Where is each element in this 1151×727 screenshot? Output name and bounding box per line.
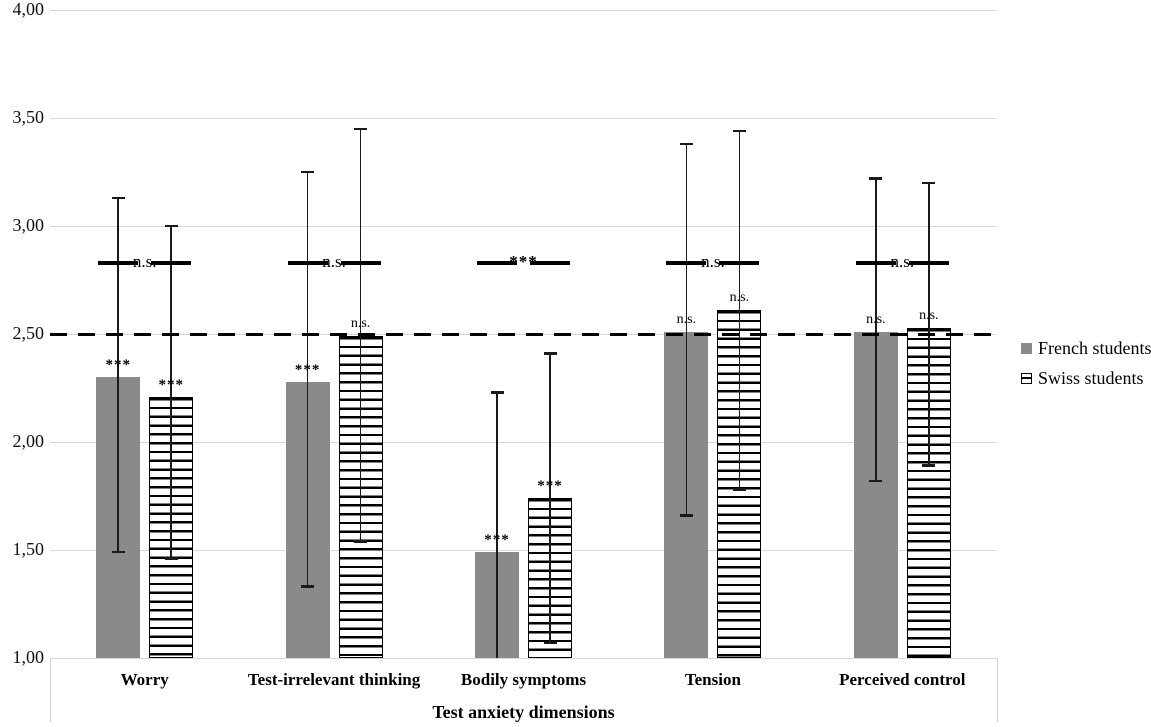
- error-bar-cap-bottom: [164, 557, 178, 560]
- error-bar-line: [170, 226, 172, 559]
- solid-gray-swatch-icon: [1021, 343, 1032, 354]
- axis-area-left-border: [50, 658, 51, 722]
- error-bar-cap-bottom: [732, 488, 746, 491]
- legend-entry-swiss: Swiss students: [1021, 368, 1151, 389]
- gridline: [50, 441, 997, 443]
- pair-significance-left-segment: [98, 260, 139, 266]
- bar-significance-label: n.s.: [676, 311, 697, 327]
- x-axis-category-label: Tension: [684, 670, 741, 689]
- legend-label: French students: [1038, 338, 1151, 358]
- legend-label: Swiss students: [1038, 368, 1144, 388]
- pair-significance-right-segment: [530, 260, 570, 266]
- pair-significance-label: n.s.: [890, 251, 915, 271]
- error-bar-cap-bottom: [869, 479, 883, 483]
- error-bar-cap-top: [111, 196, 125, 200]
- pair-significance-left-segment: [666, 260, 707, 266]
- y-axis-tick-label: 3,00: [12, 215, 45, 235]
- pair-significance-label: n.s.: [322, 251, 346, 271]
- gridline: [50, 117, 997, 119]
- error-bar-cap-top: [679, 142, 693, 146]
- error-bar-cap-bottom: [354, 540, 368, 543]
- error-bar-line: [496, 392, 498, 658]
- error-bar-line: [875, 178, 877, 481]
- x-axis-category-label: Worry: [120, 670, 169, 689]
- error-bar-cap-bottom: [679, 514, 693, 517]
- bar-significance-label: ***: [105, 357, 131, 374]
- pair-significance-right-segment: [340, 260, 381, 266]
- striped-swatch-icon: [1021, 373, 1032, 384]
- pair-significance-right-segment: [719, 260, 760, 266]
- gridline: [50, 9, 997, 11]
- error-bar-line: [685, 143, 688, 516]
- pair-significance-left-segment: [287, 260, 328, 266]
- error-bar-line: [306, 172, 309, 587]
- error-bar-cap-bottom: [543, 641, 557, 645]
- x-axis-category-label: Perceived control: [839, 670, 966, 689]
- error-bar-cap-top: [490, 391, 504, 394]
- bar-significance-label: n.s.: [866, 311, 886, 327]
- error-bar-cap-bottom: [922, 464, 936, 468]
- pair-significance-right-segment: [908, 260, 949, 266]
- error-bar-cap-top: [922, 181, 936, 185]
- error-bar-line: [117, 197, 119, 553]
- y-axis-tick-label: 1,00: [12, 647, 45, 667]
- bar-significance-label: n.s.: [350, 316, 371, 332]
- y-axis-tick-label: 4,00: [12, 0, 45, 19]
- pair-significance-left-segment: [477, 260, 517, 266]
- bar-significance-label: ***: [537, 478, 563, 495]
- gridline: [50, 549, 997, 551]
- y-axis-tick-label: 3,50: [12, 107, 45, 127]
- error-bar-line: [738, 130, 741, 490]
- error-bar-cap-top: [301, 170, 315, 174]
- bar-significance-label: ***: [158, 376, 184, 393]
- error-bar-line: [928, 182, 930, 466]
- pair-significance-label: n.s.: [132, 251, 157, 271]
- reference-dashed-line: [50, 332, 997, 336]
- error-bar-cap-bottom: [111, 550, 125, 554]
- error-bar-cap-bottom: [301, 585, 315, 588]
- error-bar-cap-top: [869, 177, 883, 180]
- error-bar-cap-top: [543, 352, 557, 355]
- bar-significance-label: ***: [294, 361, 321, 378]
- error-bar-cap-top: [164, 224, 178, 228]
- gridline: [50, 225, 997, 227]
- x-axis-category-label: Test-irrelevant thinking: [247, 670, 421, 689]
- gridline: [50, 657, 997, 659]
- legend-entry-french: French students: [1021, 338, 1151, 359]
- error-bar-cap-top: [732, 129, 746, 133]
- error-bar-line: [549, 353, 551, 643]
- bar-significance-label: ***: [484, 532, 510, 549]
- x-axis-title: Test anxiety dimensions: [432, 702, 615, 722]
- pair-significance-right-segment: [151, 260, 192, 266]
- bar-significance-label: n.s.: [729, 290, 750, 306]
- pair-significance-label: n.s.: [701, 251, 725, 271]
- bar-significance-label: n.s.: [919, 307, 939, 323]
- pair-significance-label: ***: [509, 251, 538, 271]
- x-axis-category-label: Bodily symptoms: [460, 670, 587, 689]
- y-axis-tick-label: 2,50: [12, 323, 45, 343]
- pair-significance-left-segment: [855, 260, 896, 266]
- y-axis-tick-label: 2,00: [12, 431, 45, 451]
- legend: French students Swiss students: [1021, 338, 1151, 389]
- axis-area-right-border: [997, 658, 998, 722]
- error-bar-cap-top: [354, 127, 368, 131]
- y-axis-tick-label: 1,50: [12, 539, 45, 559]
